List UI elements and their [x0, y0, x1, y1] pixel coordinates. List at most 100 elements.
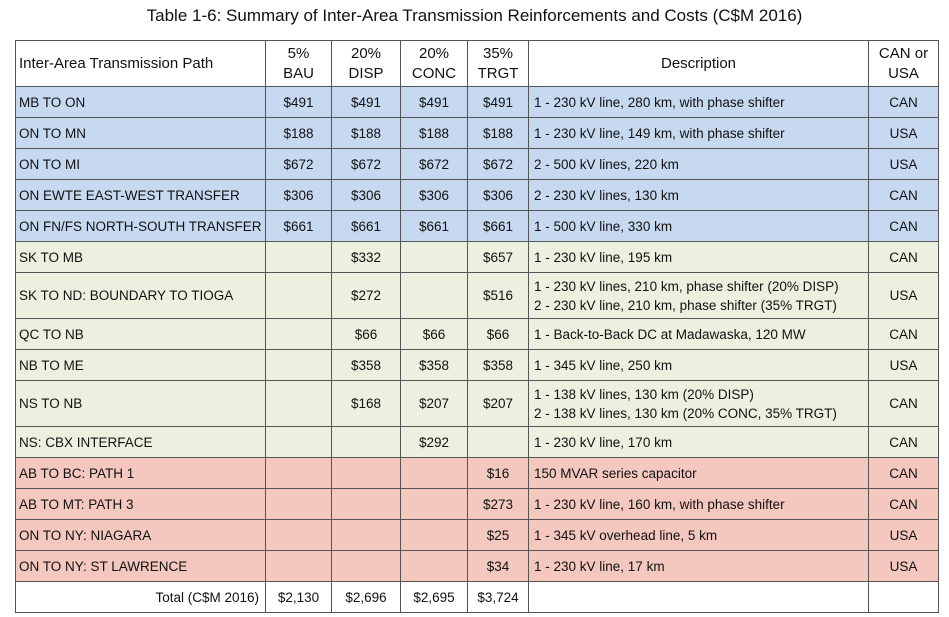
disp-cost-cell	[331, 488, 401, 520]
trgt-cost-cell: $306	[467, 179, 529, 211]
table-row: MB TO ON $491 $491 $491 $491 1 - 230 kV line,…	[15, 86, 939, 118]
trgt-cost-cell: $16	[467, 457, 529, 489]
description-line: 2 - 230 kV line, 210 km, phase shifter (…	[534, 297, 837, 313]
disp-cost-cell: $66	[331, 318, 401, 350]
disp-cost-cell	[331, 519, 401, 551]
trgt-cost-cell: $273	[467, 488, 529, 520]
path-cell: SK TO MB	[15, 241, 266, 273]
conc-cost-cell: $66	[400, 318, 468, 350]
description-cell: 1 - 345 kV overhead line, 5 km	[528, 519, 869, 551]
path-cell: NB TO ME	[15, 349, 266, 381]
description-line: 1 - 230 kV line, 149 km, with phase shif…	[534, 125, 785, 141]
header-bau: 5% BAU	[265, 40, 332, 87]
conc-cost-cell	[400, 241, 468, 273]
path-cell: QC TO NB	[15, 318, 266, 350]
description-cell: 2 - 500 kV lines, 220 km	[528, 148, 869, 180]
description-line: 1 - 230 kV line, 280 km, with phase shif…	[534, 94, 785, 110]
disp-cost-cell: $272	[331, 272, 401, 319]
disp-cost-cell: $306	[331, 179, 401, 211]
header-path: Inter-Area Transmission Path	[15, 40, 266, 87]
country-cell: CAN	[868, 86, 939, 118]
description-cell: 1 - 230 kV line, 160 km, with phase shif…	[528, 488, 869, 520]
header-row: Inter-Area Transmission Path 5% BAU 20% DI…	[15, 40, 939, 87]
description-line: 2 - 138 kV lines, 130 km (20% CONC, 35% …	[534, 405, 837, 421]
disp-cost-cell: $661	[331, 210, 401, 242]
trgt-cost-cell: $657	[467, 241, 529, 273]
bau-cost-cell	[265, 426, 332, 458]
table-row: ON EWTE EAST-WEST TRANSFER $306 $306 $306 $3…	[15, 179, 939, 211]
header-conc: 20% CONC	[400, 40, 468, 87]
bau-cost-cell	[265, 550, 332, 582]
country-cell: USA	[868, 148, 939, 180]
conc-cost-cell	[400, 457, 468, 489]
description-cell: 1 - 500 kV line, 330 km	[528, 210, 869, 242]
total-bau: $2,130	[265, 581, 332, 613]
total-row: Total (C$M 2016) $2,130 $2,696 $2,695 $3,724	[15, 581, 939, 613]
bau-cost-cell	[265, 241, 332, 273]
bau-cost-cell	[265, 349, 332, 381]
table-row: SK TO ND: BOUNDARY TO TIOGA $272 $516 1 - 2…	[15, 272, 939, 319]
table-row: QC TO NB $66 $66 $66 1 - Back-to-Back DC at …	[15, 318, 939, 350]
path-cell: ON FN/FS NORTH-SOUTH TRANSFER	[15, 210, 266, 242]
trgt-cost-cell: $66	[467, 318, 529, 350]
path-cell: NS: CBX INTERFACE	[15, 426, 266, 458]
path-cell: ON TO NY: ST LAWRENCE	[15, 550, 266, 582]
country-cell: USA	[868, 117, 939, 149]
conc-cost-cell	[400, 272, 468, 319]
description-line: 1 - 138 kV lines, 130 km (20% DISP)	[534, 386, 754, 402]
path-cell: SK TO ND: BOUNDARY TO TIOGA	[15, 272, 266, 319]
disp-cost-cell	[331, 550, 401, 582]
country-cell: CAN	[868, 179, 939, 211]
country-cell: CAN	[868, 318, 939, 350]
country-cell: USA	[868, 349, 939, 381]
description-line: 1 - Back-to-Back DC at Madawaska, 120 MW	[534, 326, 806, 342]
table-row: NS: CBX INTERFACE $292 1 - 230 kV line, 17…	[15, 426, 939, 458]
description-line: 1 - 230 kV line, 170 km	[534, 434, 673, 450]
country-cell: CAN	[868, 210, 939, 242]
total-conc: $2,695	[400, 581, 468, 613]
country-cell: CAN	[868, 426, 939, 458]
description-line: 1 - 230 kV lines, 210 km, phase shifter …	[534, 278, 839, 294]
trgt-cost-cell: $516	[467, 272, 529, 319]
path-cell: ON TO MI	[15, 148, 266, 180]
trgt-cost-cell: $34	[467, 550, 529, 582]
trgt-cost-cell: $661	[467, 210, 529, 242]
conc-cost-cell: $672	[400, 148, 468, 180]
total-description-empty	[528, 581, 869, 613]
description-line: 1 - 230 kV line, 160 km, with phase shif…	[534, 496, 785, 512]
disp-cost-cell: $188	[331, 117, 401, 149]
description-cell: 1 - 138 kV lines, 130 km (20% DISP) 2 - 1…	[528, 380, 869, 427]
description-line: 1 - 230 kV line, 17 km	[534, 558, 665, 574]
conc-cost-cell: $207	[400, 380, 468, 427]
conc-cost-cell	[400, 550, 468, 582]
table-row: ON TO MN $188 $188 $188 $188 1 - 230 kV line,…	[15, 117, 939, 149]
description-line: 1 - 345 kV line, 250 km	[534, 357, 673, 373]
conc-cost-cell	[400, 488, 468, 520]
country-cell: USA	[868, 272, 939, 319]
trgt-cost-cell: $25	[467, 519, 529, 551]
conc-cost-cell: $491	[400, 86, 468, 118]
header-trgt: 35% TRGT	[467, 40, 529, 87]
description-cell: 1 - 230 kV line, 280 km, with phase shif…	[528, 86, 869, 118]
total-trgt: $3,724	[467, 581, 529, 613]
bau-cost-cell	[265, 457, 332, 489]
total-country-empty	[868, 581, 939, 613]
description-cell: 1 - 230 kV line, 17 km	[528, 550, 869, 582]
disp-cost-cell	[331, 457, 401, 489]
header-disp: 20% DISP	[331, 40, 401, 87]
description-line: 150 MVAR series capacitor	[534, 465, 697, 481]
path-cell: ON EWTE EAST-WEST TRANSFER	[15, 179, 266, 211]
disp-cost-cell: $491	[331, 86, 401, 118]
conc-cost-cell	[400, 519, 468, 551]
table-row: NB TO ME $358 $358 $358 1 - 345 kV line, 250…	[15, 349, 939, 381]
table-row: ON TO NY: NIAGARA $25 1 - 345 kV overhead …	[15, 519, 939, 551]
description-cell: 1 - 230 kV line, 149 km, with phase shif…	[528, 117, 869, 149]
table-body: MB TO ON $491 $491 $491 $491 1 - 230 kV line,…	[15, 86, 939, 613]
description-cell: 1 - 230 kV lines, 210 km, phase shifter …	[528, 272, 869, 319]
description-line: 2 - 500 kV lines, 220 km	[534, 156, 679, 172]
bau-cost-cell	[265, 488, 332, 520]
table-row: ON TO NY: ST LAWRENCE $34 1 - 230 kV line,…	[15, 550, 939, 582]
bau-cost-cell	[265, 318, 332, 350]
conc-cost-cell: $188	[400, 117, 468, 149]
description-line: 1 - 230 kV line, 195 km	[534, 249, 673, 265]
